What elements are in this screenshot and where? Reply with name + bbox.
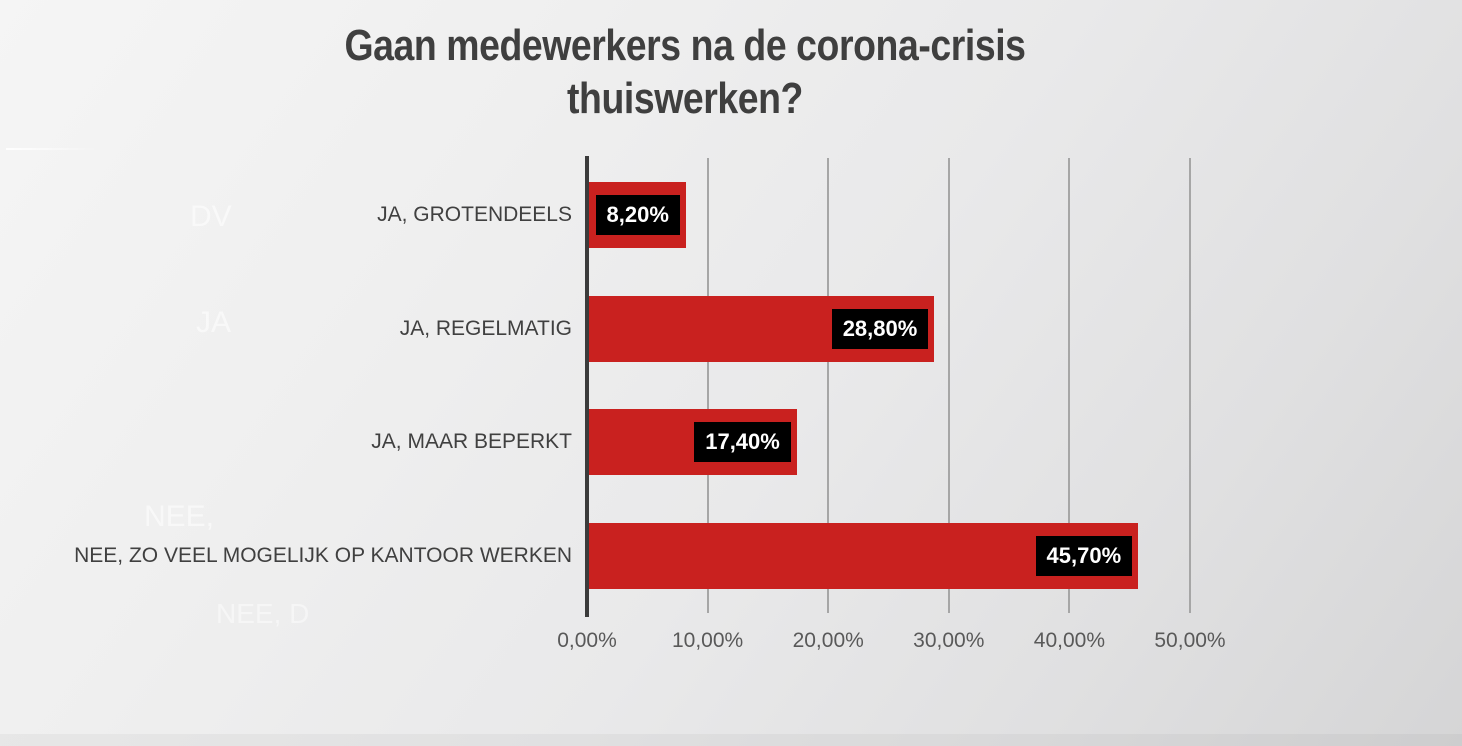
gridline [1189,158,1191,613]
x-axis-tick-label: 50,00% [1154,629,1226,652]
category-label: JA, MAAR BEPERKT [371,430,572,454]
x-axis-tick-label: 40,00% [1033,629,1106,652]
gridline [947,158,950,613]
bar: 17,40% [589,409,797,476]
x-axis-tick-label: 10,00% [671,629,744,652]
gridline [1068,158,1071,613]
category-label: JA, GROTENDEELS [377,202,572,226]
bar-value-label: 28,80% [831,308,929,349]
decorative-shine-line [6,148,98,150]
gridline [827,158,830,613]
bar-value-label: 17,40% [694,422,791,463]
bar: 8,20% [589,181,686,248]
category-label: NEE, ZO VEEL MOGELIJK OP KANTOOR WERKEN [74,544,572,568]
y-axis-line [585,156,589,617]
gridline [706,158,709,613]
bar-value-label: 45,70% [1035,536,1133,577]
x-axis-tick-label: 0,00% [557,629,617,652]
bar: 45,70% [589,523,1139,590]
x-axis-tick-label: 20,00% [792,629,864,652]
category-label: JA, REGELMATIG [399,316,572,340]
x-axis-tick-label: 30,00% [913,629,985,652]
bar-value-label: 8,20% [595,194,680,235]
chart-title: Gaan medewerkers na de corona-crisis thu… [344,21,1026,123]
bar: 28,80% [589,295,935,362]
